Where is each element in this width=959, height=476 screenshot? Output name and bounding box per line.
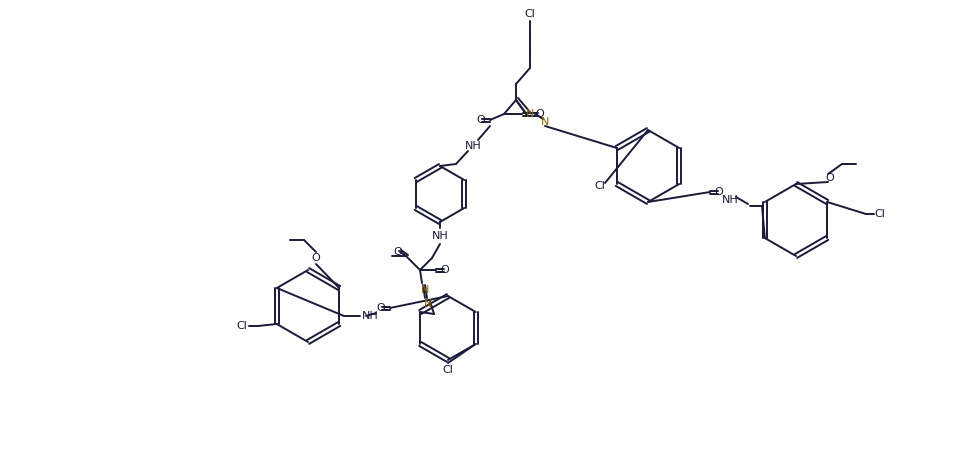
Text: N: N [421,285,430,295]
Text: N: N [541,117,550,127]
Text: O: O [393,247,403,257]
Text: N: N [424,299,433,309]
Text: Cl: Cl [525,9,535,19]
Text: Cl: Cl [595,181,605,191]
Text: Cl: Cl [442,365,454,375]
Text: O: O [536,109,545,119]
Text: O: O [477,115,485,125]
Text: O: O [826,173,834,183]
Text: O: O [440,265,450,275]
Text: NH: NH [721,195,738,205]
Text: N: N [526,109,534,119]
Text: NH: NH [432,231,449,241]
Text: O: O [312,253,320,263]
Text: NH: NH [362,311,379,321]
Text: Cl: Cl [875,209,885,219]
Text: NH: NH [464,141,481,151]
Text: Cl: Cl [237,321,247,331]
Text: O: O [714,187,723,197]
Text: O: O [377,303,386,313]
